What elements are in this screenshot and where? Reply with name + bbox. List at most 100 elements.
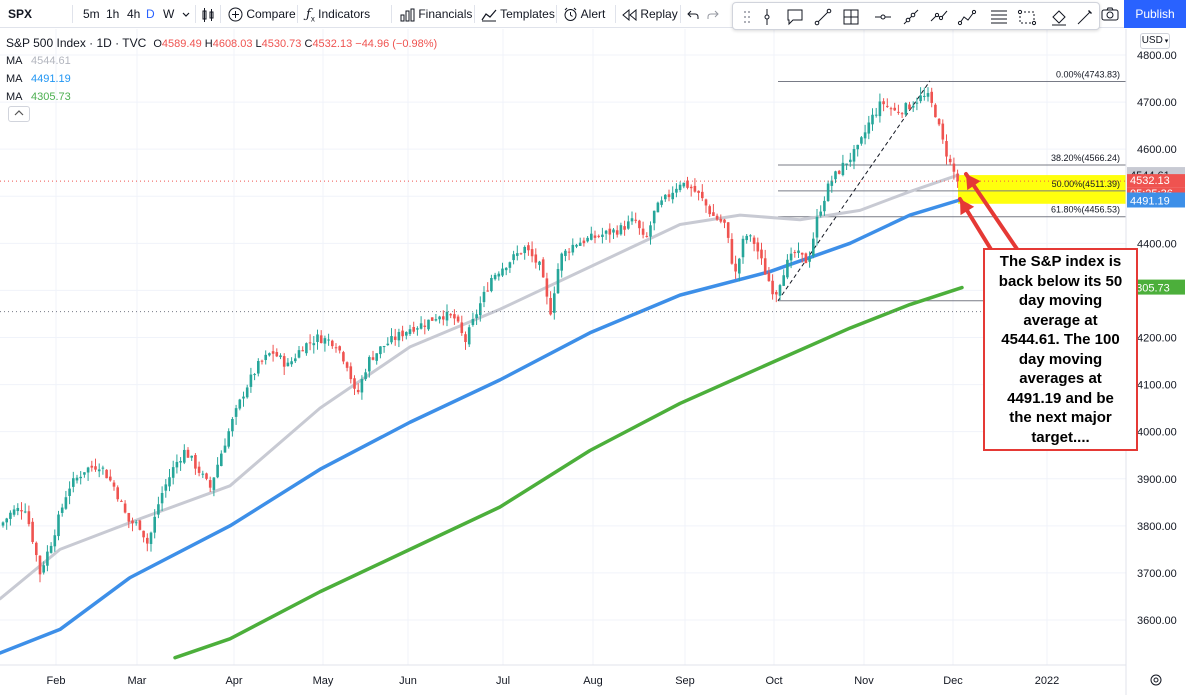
pitchfork-icon[interactable] [957,7,977,27]
candle-body [816,217,819,238]
candle-body [668,194,671,197]
candle-body [683,183,686,187]
candle-body [253,374,256,375]
candle-body [179,461,182,463]
ma200-value: 4305.73 [31,91,71,103]
undo-icon[interactable] [687,0,699,28]
legend-ma100-row[interactable]: MA 4491.19 [6,70,437,88]
chevron-down-icon[interactable] [182,0,190,28]
parallel-channel-icon[interactable] [1017,7,1037,27]
candles [2,87,959,582]
paint-bucket-icon[interactable] [1049,7,1069,27]
candle-body [808,258,811,262]
candle-body [357,390,360,392]
interval-4h[interactable]: 4h [127,0,140,28]
candle-body [738,259,741,274]
candle-body [54,535,57,546]
ray-icon[interactable] [901,7,921,27]
candle-body [324,338,327,343]
candle-body [516,253,519,256]
candle-body [457,317,460,322]
currency-label: USD [1142,35,1163,46]
callout-icon[interactable] [785,7,805,27]
candle-body [364,372,367,379]
candle-body [213,478,216,490]
time-tick-label: Sep [675,675,695,687]
symbol-search[interactable]: SPX [8,0,32,28]
callout-text: The S&P index is back below its 50 day m… [995,252,1126,447]
financials-button[interactable]: Financials [400,0,472,28]
templates-button[interactable]: Templates [481,0,555,28]
legend-ma50-row[interactable]: MA 4544.61 [6,52,437,70]
legend-collapse-button[interactable] [8,106,30,122]
currency-select[interactable]: USD ▾ [1140,33,1170,49]
candle-body [65,497,68,509]
time-axis[interactable]: Feb Mar Apr May Jun Jul Aug Sep Oct Nov Dec 2022 [0,665,1161,687]
candle-body [28,511,31,524]
legend-title-row: S&P 500 Index · 1D · TVC O4589.49 H4608.… [6,34,437,52]
candle-body [727,222,730,238]
replay-label: Replay [640,7,677,21]
candle-body [350,366,353,379]
interval-1h[interactable]: 1h [106,0,119,28]
camera-icon[interactable] [1101,7,1119,26]
line-style-icon[interactable] [1075,7,1095,27]
rectangle-icon[interactable] [841,7,861,27]
candle-body [520,253,523,254]
candle-body [209,480,212,488]
candle-body [923,96,926,97]
candle-body [242,397,245,399]
channel-icon[interactable] [929,7,949,27]
price-tick-label: 4200.00 [1137,333,1177,345]
interval-w[interactable]: W [163,0,174,28]
candle-body [98,469,101,471]
redo-icon[interactable] [707,0,719,28]
candle-body [61,508,64,513]
candle-body [442,316,445,319]
candle-body [794,252,797,253]
compare-button[interactable]: Compare [228,0,296,28]
time-tick-label: 2022 [1035,675,1059,687]
candle-body [146,538,149,544]
candle-body [294,358,297,361]
indicators-button[interactable]: ƒx Indicators [306,0,370,28]
drag-handle-icon[interactable] [737,7,757,27]
replay-button[interactable]: Replay [622,0,678,28]
candle-body [620,225,623,234]
legend-ma200-row[interactable]: MA 4305.73 [6,88,437,106]
horizontal-line-icon[interactable] [873,7,893,27]
candle-body [301,350,304,351]
candle-body [246,387,249,397]
publish-button[interactable]: Publish [1124,0,1186,28]
candle-body [586,238,589,242]
candle-body [57,515,60,537]
candle-body [257,361,260,374]
candles-icon[interactable] [201,0,215,28]
candle-body [949,159,952,162]
high-label: H [205,38,213,50]
candle-body [135,522,138,523]
candle-body [79,477,82,478]
candle-body [782,275,785,286]
candle-body [142,531,145,538]
annotation-callout[interactable]: The S&P index is back below its 50 day m… [983,248,1138,451]
candle-body [664,195,667,199]
candle-body [742,239,745,257]
candle-body [287,363,290,367]
fib-retracement-icon[interactable] [989,7,1009,27]
candle-body [938,119,941,124]
vertical-line-icon[interactable] [757,7,777,27]
trend-line-icon[interactable] [813,7,833,27]
candle-body [745,236,748,240]
candle-body [934,105,937,117]
candle-body [486,291,489,292]
legend-symbol-title[interactable]: S&P 500 Index · 1D · TVC [6,36,146,50]
candle-body [893,108,896,111]
candle-body [642,229,645,235]
candle-body [205,473,208,479]
interval-d[interactable]: D [146,0,155,28]
interval-5m[interactable]: 5m [83,0,100,28]
alert-button[interactable]: Alert [563,0,605,28]
ma-label: MA [6,91,22,103]
ma50-value: 4544.61 [31,55,71,67]
